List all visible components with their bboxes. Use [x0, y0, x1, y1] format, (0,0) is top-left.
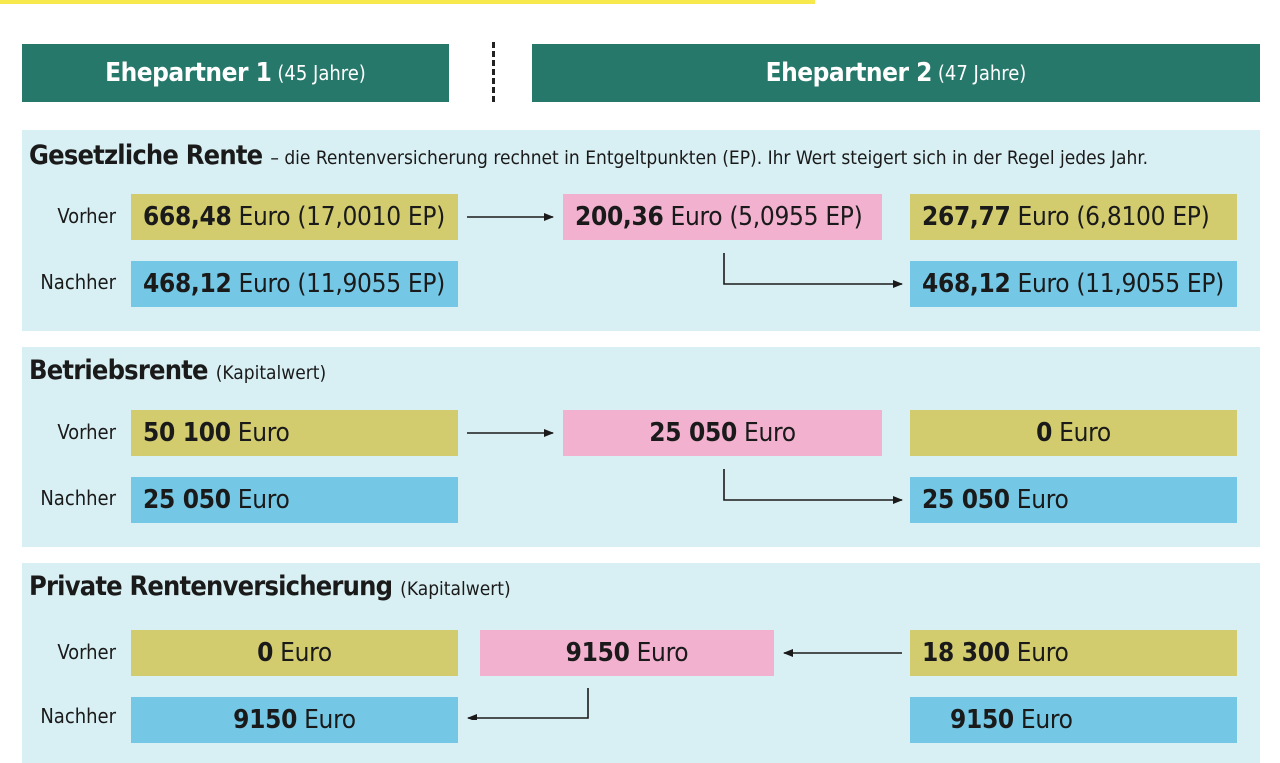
partner-2-name: Ehepartner 2 [765, 58, 933, 88]
value-unit: Euro (11,9055 EP) [1017, 269, 1225, 299]
section-title-row: Private Rentenversicherung (Kapitalwert) [29, 571, 511, 602]
value-number: 50 100 [143, 418, 231, 448]
p1-nachher-value: 468,12 Euro (11,9055 EP) [131, 261, 458, 307]
value-number: 25 050 [649, 418, 737, 448]
transfer-value: 9150 Euro [480, 630, 774, 676]
row-label-vorher: Vorher [57, 420, 116, 444]
value-unit: Euro [237, 418, 290, 448]
p2-nachher-value: 9150 Euro [910, 697, 1237, 743]
section-description: – die Rentenversicherung rechnet in Entg… [270, 147, 1149, 169]
section-description: (Kapitalwert) [400, 578, 511, 600]
value-number: 668,48 [143, 202, 232, 232]
value-number: 468,12 [922, 269, 1011, 299]
header-divider [492, 42, 495, 102]
p1-vorher-value: 0 Euro [131, 630, 458, 676]
section-title-row: Betriebsrente (Kapitalwert) [29, 355, 326, 386]
value-unit: Euro (5,0955 EP) [670, 202, 863, 232]
transfer-value: 200,36 Euro (5,0955 EP) [563, 194, 882, 240]
value-number: 200,36 [575, 202, 664, 232]
value-unit: Euro [1059, 418, 1111, 448]
value-number: 0 [257, 638, 274, 668]
row-label-vorher: Vorher [57, 640, 116, 664]
value-number: 9150 [565, 638, 630, 668]
value-number: 0 [1036, 418, 1053, 448]
value-unit: Euro [1016, 485, 1069, 515]
p2-nachher-value: 25 050 Euro [910, 477, 1237, 523]
header-partner-1: Ehepartner 1 (45 Jahre) [22, 44, 449, 102]
row-label-vorher: Vorher [57, 204, 116, 228]
transfer-value: 25 050 Euro [563, 410, 882, 456]
value-unit: Euro [280, 638, 332, 668]
value-number: 25 050 [143, 485, 231, 515]
value-unit: Euro (11,9055 EP) [238, 269, 446, 299]
value-number: 25 050 [922, 485, 1010, 515]
row-label-nachher: Nachher [40, 486, 116, 510]
p2-vorher-value: 0 Euro [910, 410, 1237, 456]
section-description: (Kapitalwert) [215, 362, 327, 384]
partner-2-age: (47 Jahre) [937, 61, 1027, 85]
partner-1-age: (45 Jahre) [277, 61, 366, 85]
p2-vorher-value: 18 300 Euro [910, 630, 1237, 676]
section-title: Private Rentenversicherung [29, 571, 393, 602]
value-number: 267,77 [922, 202, 1011, 232]
row-label-nachher: Nachher [40, 704, 116, 728]
top-accent-bar [0, 0, 815, 4]
p1-nachher-value: 25 050 Euro [131, 477, 458, 523]
value-unit: Euro [237, 485, 290, 515]
partner-1-name: Ehepartner 1 [105, 58, 272, 88]
value-number: 9150 [950, 705, 1014, 735]
p1-vorher-value: 50 100 Euro [131, 410, 458, 456]
p2-nachher-value: 468,12 Euro (11,9055 EP) [910, 261, 1237, 307]
value-unit: Euro [1020, 705, 1073, 735]
value-number: 9150 [233, 705, 298, 735]
header-partner-2: Ehepartner 2 (47 Jahre) [532, 44, 1260, 102]
value-unit: Euro [636, 638, 689, 668]
value-unit: Euro [743, 418, 796, 448]
value-number: 468,12 [143, 269, 232, 299]
value-unit: Euro [304, 705, 356, 735]
section-title: Gesetzliche Rente [29, 140, 263, 171]
section-title: Betriebsrente [29, 355, 209, 386]
value-unit: Euro (6,8100 EP) [1017, 202, 1210, 232]
value-number: 18 300 [922, 638, 1010, 668]
p1-nachher-value: 9150 Euro [131, 697, 458, 743]
section-title-row: Gesetzliche Rente – die Rentenversicheru… [29, 140, 1148, 171]
value-unit: Euro (17,0010 EP) [238, 202, 446, 232]
value-unit: Euro [1016, 638, 1069, 668]
row-label-nachher: Nachher [40, 270, 116, 294]
p2-vorher-value: 267,77 Euro (6,8100 EP) [910, 194, 1237, 240]
p1-vorher-value: 668,48 Euro (17,0010 EP) [131, 194, 458, 240]
